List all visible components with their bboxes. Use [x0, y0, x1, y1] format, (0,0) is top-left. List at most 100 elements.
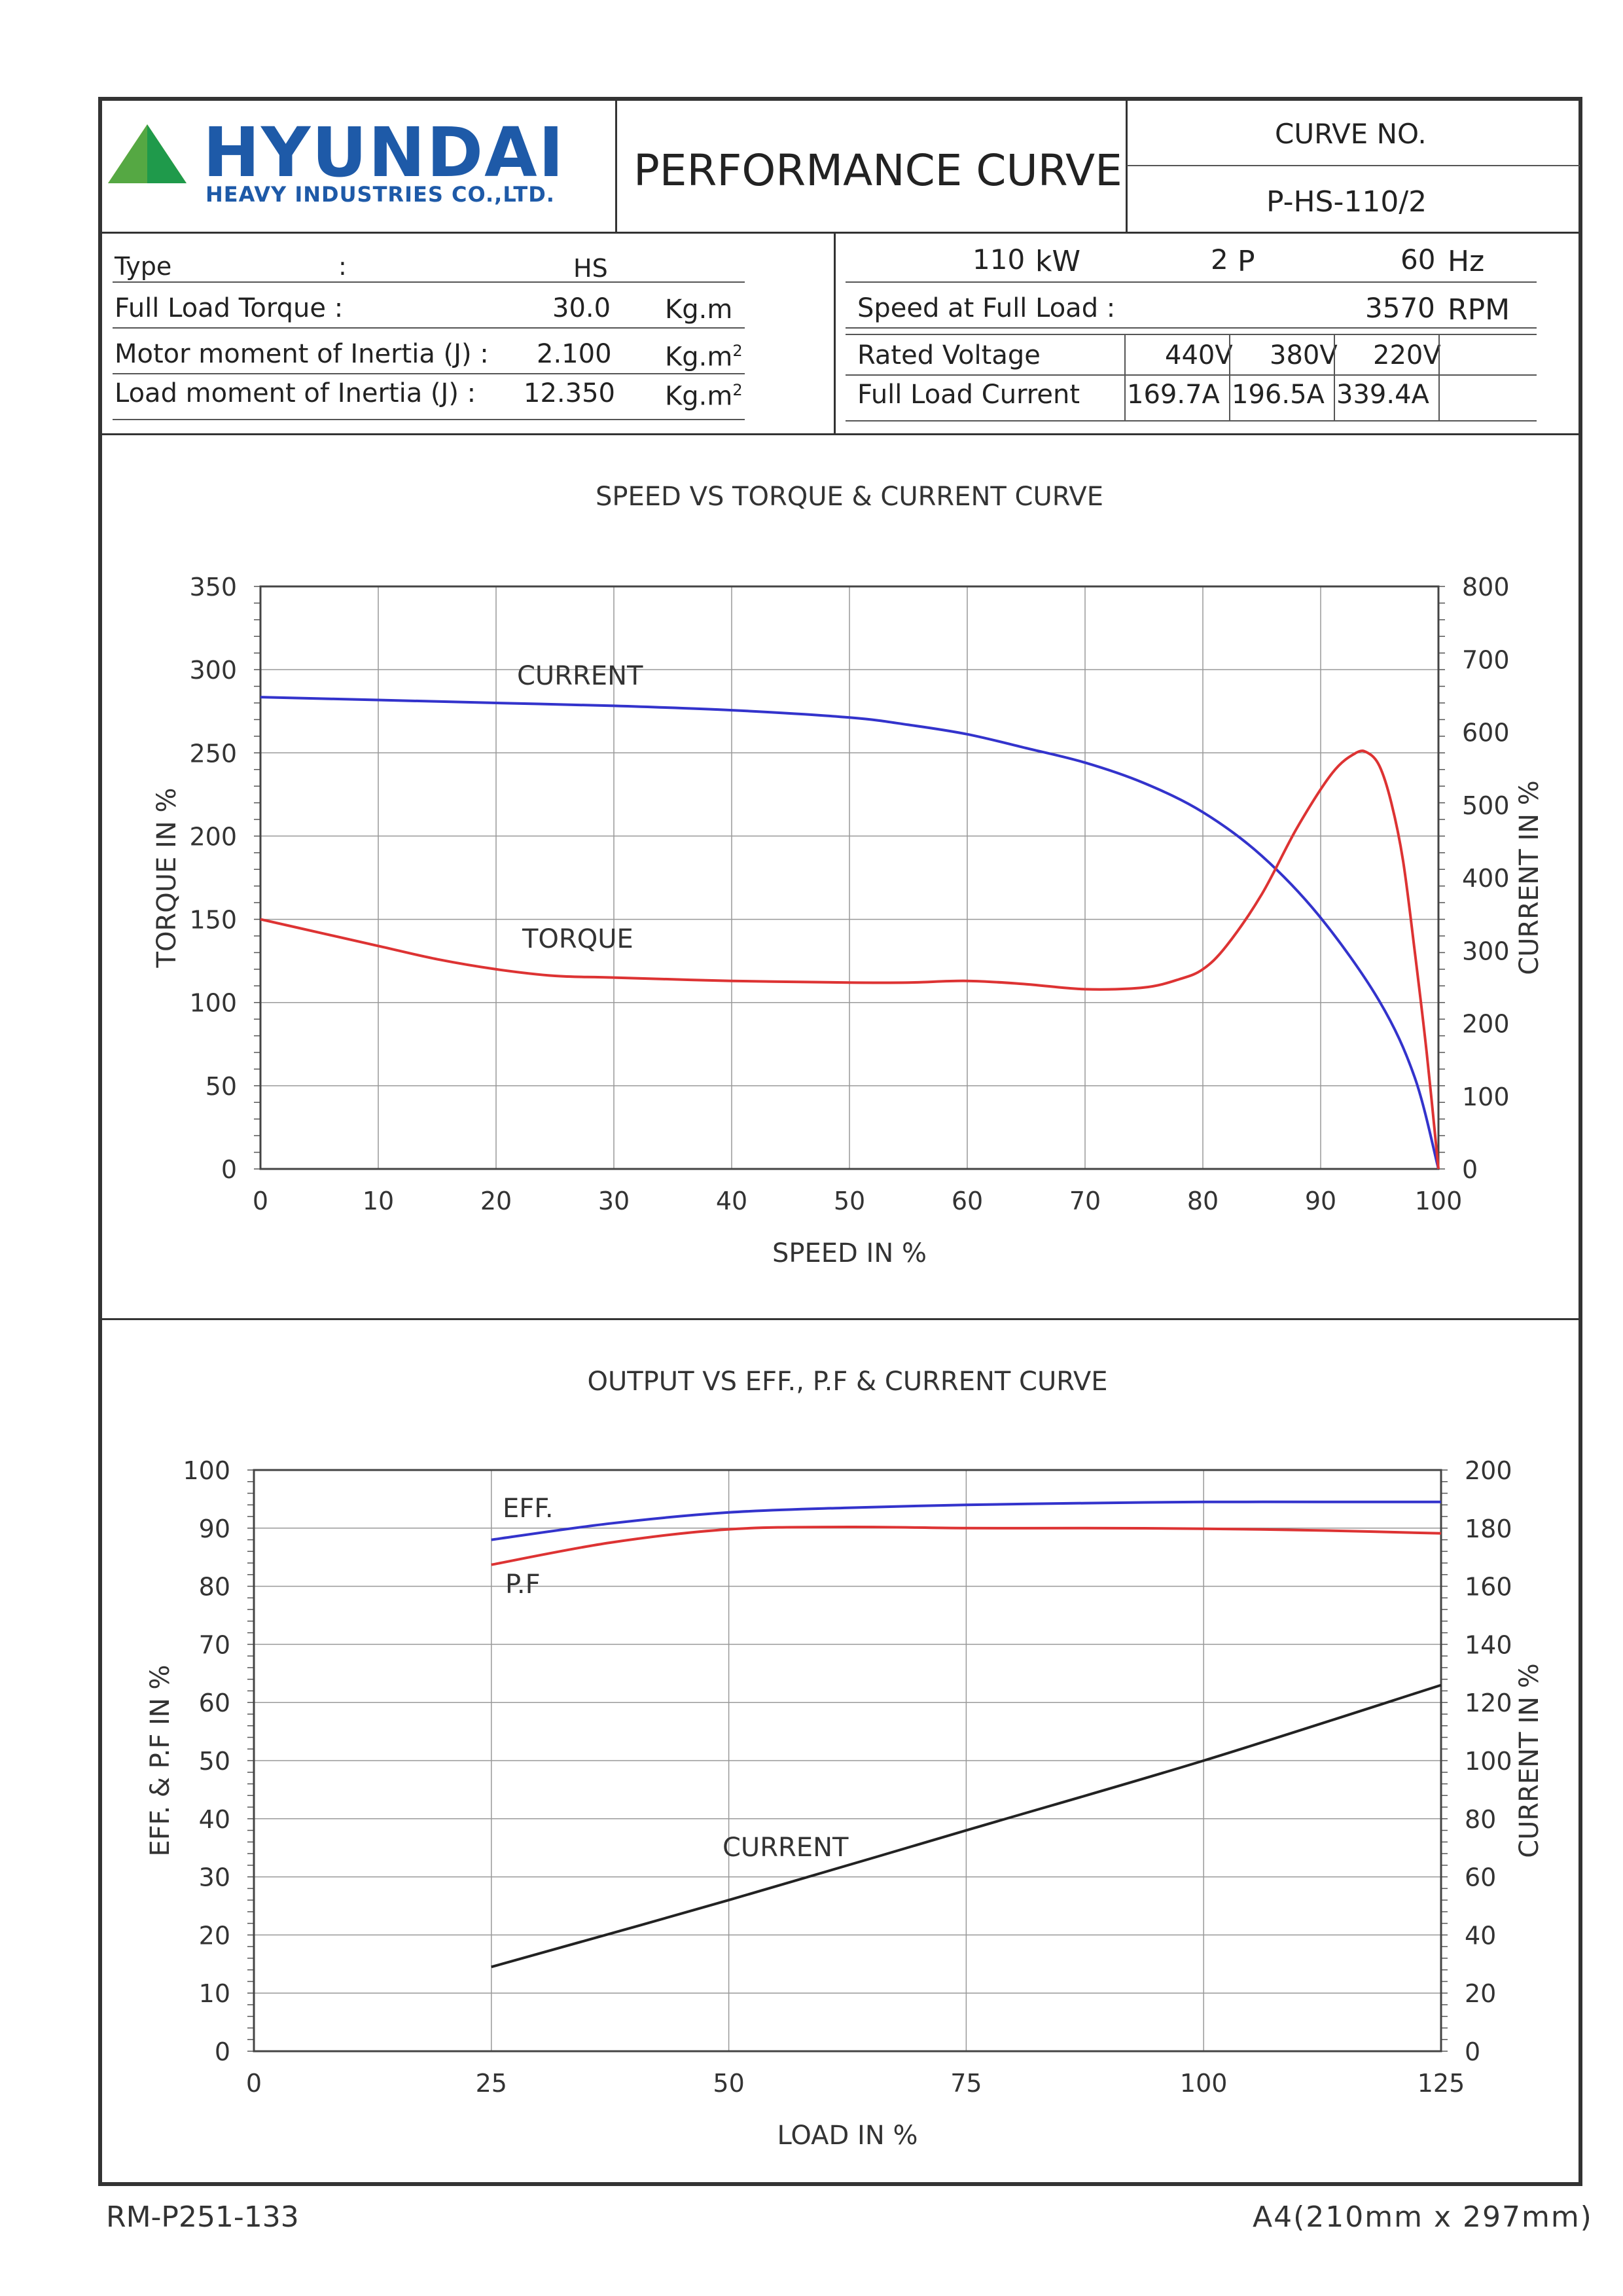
- header-divider: [1126, 98, 1128, 233]
- output-eff-pf-current-chart: OUTPUT VS EFF., P.F & CURRENT CURVE 0 25 50…: [145, 1367, 1544, 2151]
- speed-label: Speed at Full Load :: [857, 293, 1116, 323]
- x-tick-label: 90: [1305, 1187, 1336, 1215]
- spec-rule: [113, 281, 745, 283]
- voltage-label: Rated Voltage: [857, 340, 1041, 370]
- curve-no-value: P-HS-110/2: [1266, 185, 1427, 219]
- y-tick-label: 30: [199, 1863, 230, 1892]
- x-tick-label: 50: [834, 1187, 865, 1215]
- power-value: 110: [972, 243, 1026, 276]
- load-inertia-value: 12.350: [524, 378, 615, 408]
- torque-unit: Kg.m: [665, 295, 733, 325]
- x-tick-label: 10: [363, 1187, 394, 1215]
- voltage-220: 220V: [1373, 340, 1441, 370]
- y2-tick-label: 500: [1462, 791, 1510, 820]
- y-tick-label: 100: [189, 989, 237, 1018]
- y-tick-label: 0: [215, 2037, 230, 2066]
- y-tick-label: 80: [199, 1573, 230, 1602]
- x-axis-label: LOAD IN %: [777, 2121, 918, 2151]
- y2-tick-label: 200: [1462, 1010, 1510, 1039]
- spec-rule: [113, 419, 745, 420]
- x-tick-label: 75: [950, 2069, 982, 2098]
- y-tick-label: 0: [221, 1155, 237, 1184]
- table-divider: [1124, 334, 1126, 420]
- speed-unit: RPM: [1448, 293, 1510, 327]
- spec-rule: [846, 374, 1537, 376]
- y2-tick-label: 400: [1462, 864, 1510, 893]
- current-440: 169.7A: [1127, 380, 1220, 410]
- series-line-eff: [491, 1500, 1441, 1541]
- y-tick-label: 50: [199, 1747, 230, 1776]
- load-inertia-label: Load moment of Inertia (J) :: [115, 378, 476, 408]
- curve-no-divider: [1127, 165, 1580, 166]
- series-label: TORQUE: [522, 924, 633, 954]
- table-divider: [1438, 334, 1440, 420]
- y-tick-label: 60: [199, 1689, 230, 1717]
- type-colon: :: [338, 252, 347, 281]
- spec-rule: [846, 327, 1537, 329]
- torque-value: 30.0: [552, 293, 611, 323]
- x-tick-label: 40: [716, 1187, 747, 1215]
- section-divider: [98, 1318, 1582, 1320]
- current-220: 339.4A: [1336, 380, 1429, 410]
- y-tick-label: 350: [189, 573, 237, 601]
- x-tick-label: 30: [598, 1187, 630, 1215]
- plot-area-frame: [253, 1469, 1442, 2053]
- y2-tick-label: 20: [1465, 1979, 1496, 2008]
- y2-axis-label: CURRENT IN %: [1514, 1663, 1544, 1858]
- chart-title: SPEED VS TORQUE & CURRENT CURVE: [596, 482, 1103, 512]
- series-line-pf: [491, 1525, 1442, 1566]
- header-divider: [615, 98, 617, 233]
- y2-tick-label: 180: [1465, 1515, 1512, 1543]
- footer-page-size: A4(210mm x 297mm): [1253, 2200, 1593, 2234]
- y-tick-label: 300: [189, 656, 237, 685]
- series-label: CURRENT: [722, 1833, 849, 1863]
- type-value: HS: [573, 254, 608, 283]
- x-tick-label: 125: [1418, 2069, 1465, 2098]
- y2-tick-label: 0: [1462, 1155, 1478, 1184]
- y2-tick-label: 300: [1462, 937, 1510, 965]
- y2-axis-label: CURRENT IN %: [1514, 780, 1544, 975]
- current-380: 196.5A: [1232, 380, 1325, 410]
- voltage-440: 440V: [1165, 340, 1233, 370]
- x-axis-label: SPEED IN %: [772, 1238, 927, 1268]
- chart-title: OUTPUT VS EFF., P.F & CURRENT CURVE: [587, 1367, 1107, 1397]
- table-divider: [1334, 334, 1335, 420]
- motor-inertia-label: Motor moment of Inertia (J) :: [115, 339, 489, 369]
- spec-divider: [834, 233, 836, 433]
- torque-label: Full Load Torque :: [115, 293, 344, 323]
- y2-tick-label: 100: [1462, 1083, 1510, 1111]
- y-tick-label: 20: [199, 1921, 230, 1950]
- logo-wordmark: HYUNDAI: [203, 113, 565, 192]
- series-label: EFF.: [503, 1494, 554, 1524]
- poles-unit: P: [1238, 245, 1255, 278]
- header-bottom-rule: [98, 232, 1582, 234]
- x-tick-label: 25: [476, 2069, 507, 2098]
- x-tick-label: 80: [1187, 1187, 1219, 1215]
- x-tick-label: 50: [713, 2069, 744, 2098]
- series-line-torque: [260, 749, 1440, 1170]
- y-tick-label: 40: [199, 1805, 230, 1834]
- series-label: CURRENT: [517, 661, 643, 691]
- y-axis-label: EFF. & P.F IN %: [145, 1665, 175, 1857]
- spec-bottom-rule: [98, 433, 1582, 435]
- spec-rule: [113, 327, 745, 329]
- spec-rule: [113, 373, 745, 374]
- speed-torque-current-chart: SPEED VS TORQUE & CURRENT CURVE 0 10 20 30 40…: [152, 482, 1544, 1268]
- y2-tick-label: 700: [1462, 645, 1510, 674]
- y-tick-label: 200: [189, 822, 237, 851]
- y2-tick-label: 800: [1462, 573, 1510, 601]
- table-divider: [1229, 334, 1230, 420]
- series-line-current: [491, 1683, 1442, 1969]
- spec-rule: [846, 281, 1537, 283]
- logo-subtitle: HEAVY INDUSTRIES CO.,LTD.: [205, 182, 555, 207]
- y2-tick-label: 0: [1465, 2037, 1480, 2066]
- footer-doc-number: RM-P251-133: [106, 2200, 299, 2234]
- curve-no-label: CURVE NO.: [1275, 118, 1427, 150]
- motor-inertia-value: 2.100: [537, 339, 612, 369]
- y2-tick-label: 80: [1465, 1805, 1496, 1834]
- y-tick-label: 250: [189, 739, 237, 768]
- poles-value: 2: [1211, 243, 1228, 276]
- load-inertia-unit: Kg.m2: [665, 381, 743, 412]
- x-tick-label: 70: [1069, 1187, 1101, 1215]
